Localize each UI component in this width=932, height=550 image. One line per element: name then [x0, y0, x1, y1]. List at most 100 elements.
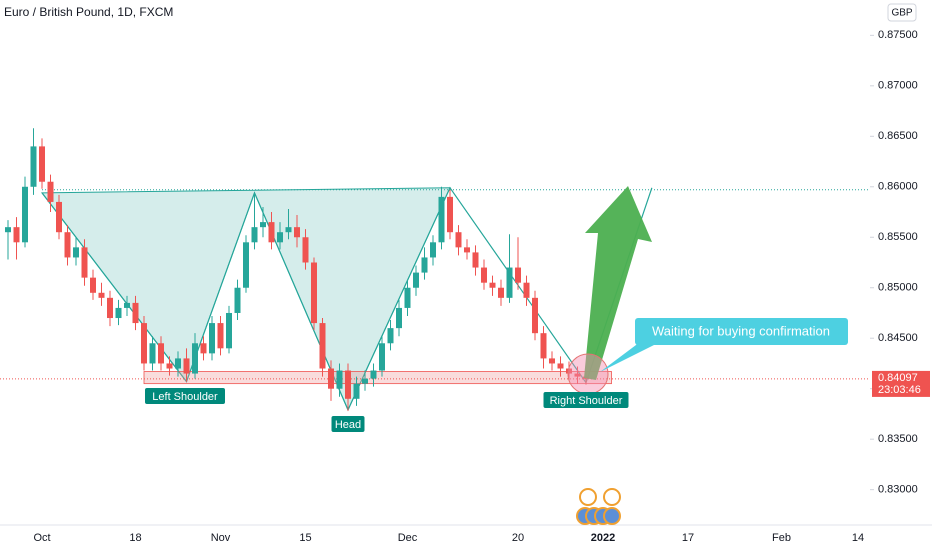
candle-body	[540, 333, 547, 359]
price-label-box	[872, 370, 930, 397]
candle-body	[430, 242, 436, 258]
y-tick-label: 0.83500	[878, 433, 918, 445]
x-tick-label: 17	[682, 532, 694, 544]
candle-body	[506, 267, 513, 298]
x-tick-label: 15	[299, 532, 311, 544]
chart-title: Euro / British Pound, 1D, FXCM	[4, 5, 173, 19]
candle-body	[132, 302, 139, 324]
candle-body	[574, 373, 581, 377]
candle-body	[39, 146, 45, 182]
candle-body	[438, 196, 445, 243]
x-tick-label: Oct	[33, 532, 50, 544]
y-tick-label: 0.85000	[878, 282, 918, 294]
candle-body	[81, 247, 88, 278]
candle-body	[234, 287, 241, 313]
candle-body	[192, 343, 198, 374]
green-arrow	[584, 186, 652, 380]
currency: GBP	[891, 8, 912, 19]
arrow	[584, 186, 652, 380]
candle-body	[5, 227, 11, 233]
y-tick-label: 0.84500	[878, 332, 918, 344]
candle-body	[107, 297, 113, 319]
annotation-label: Head	[335, 419, 361, 431]
candle-body	[13, 227, 20, 243]
countdown-label: 23:03:46	[878, 384, 921, 396]
x-tick-label: Nov	[211, 532, 231, 544]
event-icon[interactable]	[579, 488, 597, 506]
candle-body	[268, 222, 275, 243]
x-tick-label: 2022	[591, 532, 615, 544]
x-tick-label: 20	[512, 532, 524, 544]
candle-body	[311, 262, 317, 324]
candle-body	[387, 328, 394, 344]
candle-body	[158, 343, 164, 364]
candle-body	[370, 370, 377, 379]
event-icon[interactable]	[603, 507, 621, 525]
x-tick-label: 14	[852, 532, 864, 544]
candle-body	[489, 282, 496, 288]
y-tick-label: 0.87000	[878, 80, 918, 92]
candle-body	[47, 181, 54, 202]
x-tick-label: Feb	[772, 532, 791, 544]
candle-body	[302, 237, 309, 263]
candle-body	[277, 232, 283, 243]
candle-body	[30, 146, 37, 187]
callout-text: Waiting for buying confirmation	[652, 323, 830, 338]
candle-body	[404, 287, 411, 308]
candle-body	[379, 343, 385, 371]
candle-body	[319, 323, 326, 369]
plot	[0, 128, 870, 412]
candle-body	[455, 232, 462, 248]
candle-body	[90, 277, 96, 293]
callout-box	[635, 318, 848, 345]
candle-body	[396, 307, 402, 329]
y-tick-label: 0.85500	[878, 231, 918, 243]
candle-body	[345, 370, 351, 399]
candle-body	[149, 343, 156, 364]
currency-box[interactable]	[887, 3, 917, 22]
candle-body	[73, 247, 79, 258]
candle-body	[532, 297, 538, 334]
candle-body	[166, 363, 173, 369]
candle-body	[243, 242, 249, 288]
candle-body	[294, 227, 300, 238]
price-label: 0.84097	[878, 372, 918, 384]
candle-body	[498, 287, 504, 298]
candle-body	[124, 302, 130, 308]
candle-body	[285, 227, 292, 233]
candle-body	[260, 222, 266, 228]
candle-body	[557, 363, 564, 369]
annotation-label: Right Shoulder	[550, 395, 623, 407]
candle-body	[353, 383, 360, 399]
candle-body	[226, 312, 232, 349]
candle-body	[251, 227, 258, 243]
candle-body	[56, 201, 62, 233]
candle-body	[22, 186, 28, 243]
candle-body	[115, 307, 122, 319]
candle-body	[523, 282, 530, 298]
callout-pointer	[600, 342, 660, 372]
candle-body	[447, 196, 453, 233]
x-tick-label: Dec	[398, 532, 418, 544]
annotation-box	[543, 392, 629, 408]
candle-body	[566, 368, 572, 374]
candle-body	[549, 358, 555, 364]
candle-body	[336, 370, 343, 389]
y-tick-label: 0.87500	[878, 29, 918, 41]
candle-body	[362, 378, 368, 384]
annotation-box	[331, 416, 365, 432]
candle-body	[413, 272, 419, 288]
candle-body	[64, 232, 71, 258]
y-tick-label: 0.83000	[878, 484, 918, 496]
candle-body	[515, 267, 521, 283]
candle-body	[481, 267, 487, 283]
candle-body	[141, 323, 147, 364]
candle-body	[328, 368, 334, 389]
y-tick-label: 0.86000	[878, 181, 918, 193]
y-tick-label: 0.86500	[878, 130, 918, 142]
highlight-circle	[567, 353, 609, 395]
event-icon[interactable]	[603, 488, 621, 506]
annotation-box	[145, 388, 225, 404]
